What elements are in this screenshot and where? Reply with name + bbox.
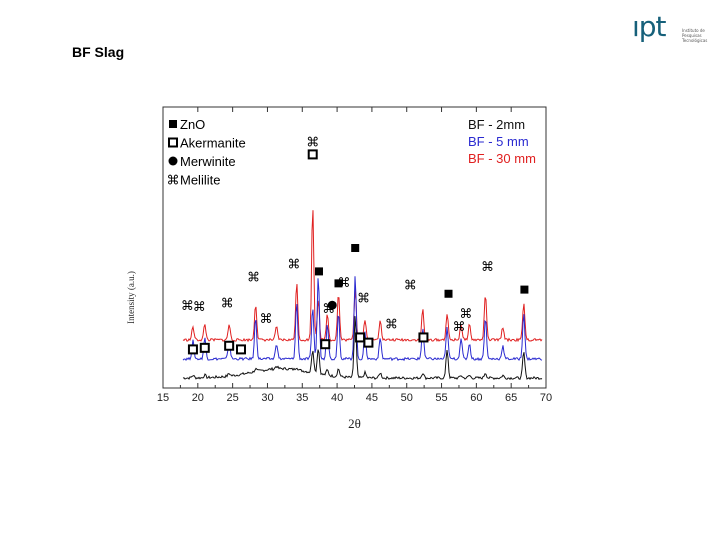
melilite-marker: ⌘	[287, 258, 300, 273]
melilite-marker: ⌘	[338, 276, 351, 291]
x-tick-label: 40	[331, 392, 343, 404]
x-tick-label: 70	[540, 392, 552, 404]
logo-text-line: Instituto de	[682, 28, 705, 33]
legend-phase-label: ZnO	[180, 117, 205, 132]
akermanite-marker	[307, 149, 318, 160]
akermanite-marker	[224, 340, 235, 351]
zno-marker	[520, 285, 529, 294]
melilite-marker: ⌘	[306, 135, 319, 150]
melilite-marker: ⌘	[385, 317, 398, 332]
akermanite-marker	[235, 344, 246, 355]
y-axis-label: Intensity (a.u.)	[126, 271, 136, 324]
akermanite-marker	[355, 332, 366, 343]
x-tick-label: 55	[435, 392, 447, 404]
melilite-marker: ⌘	[181, 299, 194, 314]
xrd-chart: 15 20 25 30 35 40 45 50 55 60 65 70 2θ Intensity (a.u…	[120, 100, 560, 440]
legend-zno-symbol	[169, 120, 177, 128]
legend-phase-label: Akermanite	[180, 136, 246, 151]
akermanite-marker	[199, 342, 210, 353]
zno-marker	[444, 289, 453, 298]
melilite-marker: ⌘	[221, 297, 234, 312]
logo-text-line: Pesquisas	[682, 33, 702, 38]
series-line	[182, 316, 543, 381]
legend-melilite-symbol: ⌘	[167, 174, 180, 189]
logo-text: Instituto de Pesquisas Tecnológicas	[682, 28, 716, 43]
legend-merwinite-symbol	[168, 156, 178, 166]
x-tick-label: 60	[470, 392, 482, 404]
legend-series-label: BF - 30 mm	[468, 151, 536, 166]
melilite-marker: ⌘	[404, 278, 417, 293]
merwinite-marker	[327, 300, 337, 310]
legend-phase-label: Merwinite	[180, 154, 236, 169]
x-axis-label: 2θ	[348, 416, 361, 431]
x-tick-label: 35	[296, 392, 308, 404]
x-tick-label: 20	[192, 392, 204, 404]
zno-marker	[314, 267, 323, 276]
x-tick-label: 65	[505, 392, 517, 404]
logo-text-line: Tecnológicas	[682, 38, 708, 43]
legend-series-label: BF - 5 mm	[468, 134, 529, 149]
slide-title: BF Slag	[72, 44, 125, 60]
x-tick-label: 30	[261, 392, 273, 404]
x-tick-label: 50	[401, 392, 413, 404]
legend-series-label: BF - 2mm	[468, 117, 525, 132]
akermanite-marker	[187, 344, 198, 355]
legend-phase-label: Melilite	[180, 173, 220, 188]
series-line	[182, 210, 543, 343]
melilite-marker: ⌘	[481, 260, 494, 275]
x-tick-label: 45	[366, 392, 378, 404]
x-tick-label: 15	[157, 392, 169, 404]
akermanite-marker	[320, 339, 331, 350]
series-line	[182, 276, 543, 362]
logo-mark: ıpt	[632, 10, 667, 43]
legend-akermanite-symbol	[168, 137, 178, 148]
melilite-marker: ⌘	[357, 291, 370, 306]
melilite-marker: ⌘	[459, 307, 472, 322]
melilite-marker: ⌘	[452, 320, 465, 335]
melilite-marker: ⌘	[247, 271, 260, 286]
akermanite-marker	[418, 332, 429, 343]
x-tick-label: 25	[227, 392, 239, 404]
xrd-chart-svg: 15 20 25 30 35 40 45 50 55 60 65 70 2θ Intensity (a.u…	[126, 106, 552, 431]
melilite-marker: ⌘	[260, 312, 273, 327]
akermanite-marker	[363, 337, 374, 348]
melilite-marker: ⌘	[193, 300, 206, 315]
zno-marker	[351, 244, 360, 252]
melilite-marker: ⌘	[322, 302, 335, 317]
ipt-logo: ıpt Instituto de Pesquisas Tecnológicas	[632, 8, 716, 52]
zno-marker	[334, 279, 343, 288]
